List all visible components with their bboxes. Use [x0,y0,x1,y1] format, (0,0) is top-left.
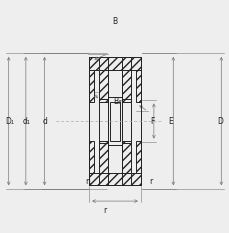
Bar [98,172,131,185]
Bar [122,140,131,172]
Bar [88,70,94,102]
Bar [122,70,131,102]
Bar [122,99,131,102]
Bar [107,57,122,185]
Text: r: r [103,206,106,215]
Bar [98,70,107,102]
Bar [98,99,107,102]
Bar [98,97,131,145]
Text: r: r [148,177,151,186]
Text: B₃: B₃ [113,97,121,106]
Text: B: B [112,17,117,26]
Bar [98,102,131,140]
Bar [98,57,131,70]
Bar [98,140,107,172]
Text: d₁: d₁ [23,116,31,126]
Text: F: F [150,116,154,126]
Bar [109,102,120,140]
Text: D: D [216,116,222,126]
Text: E: E [168,116,173,126]
Bar [98,140,107,143]
Bar [135,70,141,102]
Text: r₁: r₁ [85,177,91,186]
Bar [135,140,141,172]
Text: d: d [43,116,47,126]
Bar [88,57,141,70]
Bar [122,140,131,143]
Bar [88,140,94,172]
Text: D₁: D₁ [5,116,14,126]
Bar [88,172,141,185]
